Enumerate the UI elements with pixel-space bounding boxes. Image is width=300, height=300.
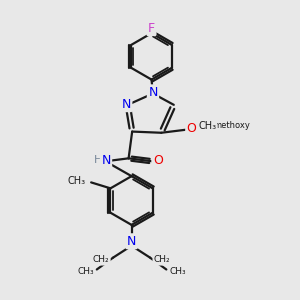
Text: O: O [153,154,163,167]
Text: CH₃: CH₃ [68,176,86,186]
Text: CH₃: CH₃ [169,267,186,276]
Text: F: F [148,22,155,34]
Text: N: N [127,235,136,248]
Text: H: H [94,155,102,165]
Text: CH₂: CH₂ [93,256,110,265]
Text: O: O [187,122,196,134]
Text: N: N [122,98,131,111]
Text: CH₂: CH₂ [154,256,170,265]
Text: CH₃: CH₃ [77,267,94,276]
Text: N: N [101,154,111,167]
Text: N: N [148,86,158,99]
Text: methoxy: methoxy [214,121,250,130]
Text: CH₃: CH₃ [198,121,216,130]
